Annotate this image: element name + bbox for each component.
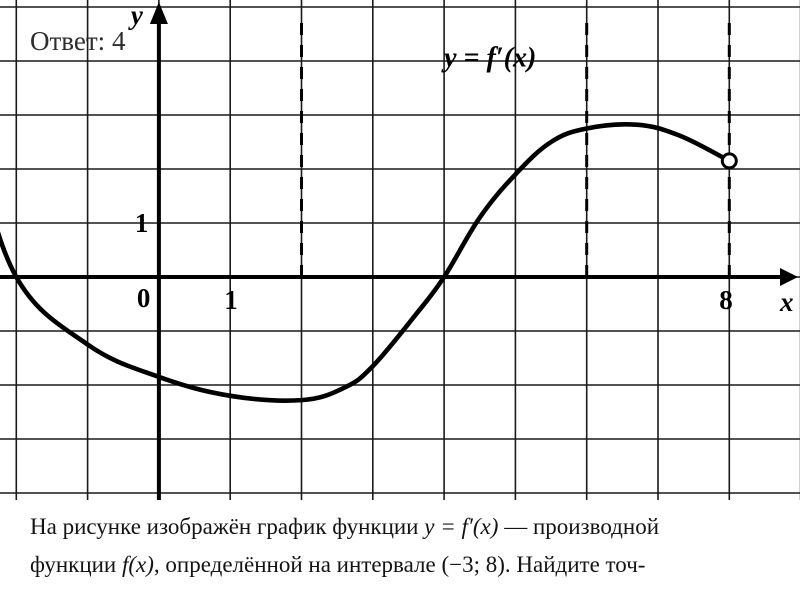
answer-text: Ответ: 4 — [30, 26, 125, 57]
svg-text:y = f′(x): y = f′(x) — [441, 42, 536, 73]
problem-fn-2: f(x) — [122, 552, 154, 577]
svg-text:x: x — [779, 287, 794, 317]
problem-text-1: На рисунке изображён график функции — [30, 514, 424, 539]
problem-interval: (−3; 8) — [441, 552, 504, 577]
svg-text:0: 0 — [137, 283, 151, 313]
answer-value: 4 — [112, 26, 126, 56]
problem-statement: На рисунке изображён график функции y = … — [30, 508, 790, 584]
svg-text:1: 1 — [224, 285, 238, 315]
svg-text:y: y — [128, 0, 144, 30]
problem-text-2: — производной — [504, 514, 659, 539]
answer-prefix: Ответ: — [30, 26, 112, 56]
problem-text-4: , определённой на интервале — [154, 552, 442, 577]
svg-text:1: 1 — [135, 208, 149, 238]
derivative-graph: 011-38xyy = f′(x) — [0, 0, 800, 500]
problem-text-3: функции — [30, 552, 122, 577]
problem-text-5: . Найдите точ- — [505, 552, 646, 577]
problem-fn-1: y = f′(x) — [424, 514, 498, 539]
svg-text:8: 8 — [719, 285, 733, 315]
